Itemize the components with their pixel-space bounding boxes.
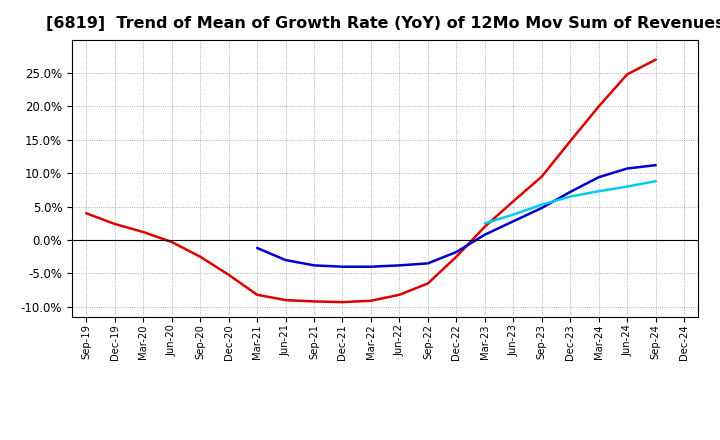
5 Years [253, 246, 261, 251]
3 Years [338, 300, 347, 305]
3 Years [366, 298, 375, 304]
3 Years [225, 272, 233, 277]
5 Years [366, 264, 375, 269]
7 Years [595, 189, 603, 194]
3 Years [480, 224, 489, 229]
3 Years [595, 104, 603, 109]
5 Years [395, 263, 404, 268]
3 Years [452, 254, 461, 259]
5 Years [652, 162, 660, 168]
3 Years [423, 281, 432, 286]
3 Years [110, 221, 119, 227]
3 Years [509, 198, 518, 204]
Title: [6819]  Trend of Mean of Growth Rate (YoY) of 12Mo Mov Sum of Revenues: [6819] Trend of Mean of Growth Rate (YoY… [46, 16, 720, 32]
5 Years [480, 232, 489, 237]
5 Years [452, 249, 461, 255]
3 Years [253, 292, 261, 297]
5 Years [338, 264, 347, 269]
5 Years [423, 261, 432, 266]
5 Years [595, 175, 603, 180]
3 Years [395, 292, 404, 297]
5 Years [509, 219, 518, 224]
3 Years [310, 299, 318, 304]
3 Years [196, 254, 204, 259]
7 Years [509, 212, 518, 217]
7 Years [623, 184, 631, 189]
5 Years [623, 166, 631, 171]
Line: 5 Years: 5 Years [257, 165, 656, 267]
5 Years [566, 189, 575, 194]
5 Years [282, 257, 290, 263]
7 Years [652, 179, 660, 184]
3 Years [282, 297, 290, 303]
3 Years [566, 139, 575, 144]
5 Years [310, 263, 318, 268]
7 Years [537, 202, 546, 207]
3 Years [537, 174, 546, 179]
Line: 3 Years: 3 Years [86, 60, 656, 302]
5 Years [537, 205, 546, 211]
3 Years [167, 239, 176, 245]
7 Years [566, 194, 575, 199]
3 Years [82, 211, 91, 216]
7 Years [480, 220, 489, 226]
3 Years [623, 72, 631, 77]
3 Years [139, 229, 148, 235]
Line: 7 Years: 7 Years [485, 181, 656, 223]
3 Years [652, 57, 660, 62]
